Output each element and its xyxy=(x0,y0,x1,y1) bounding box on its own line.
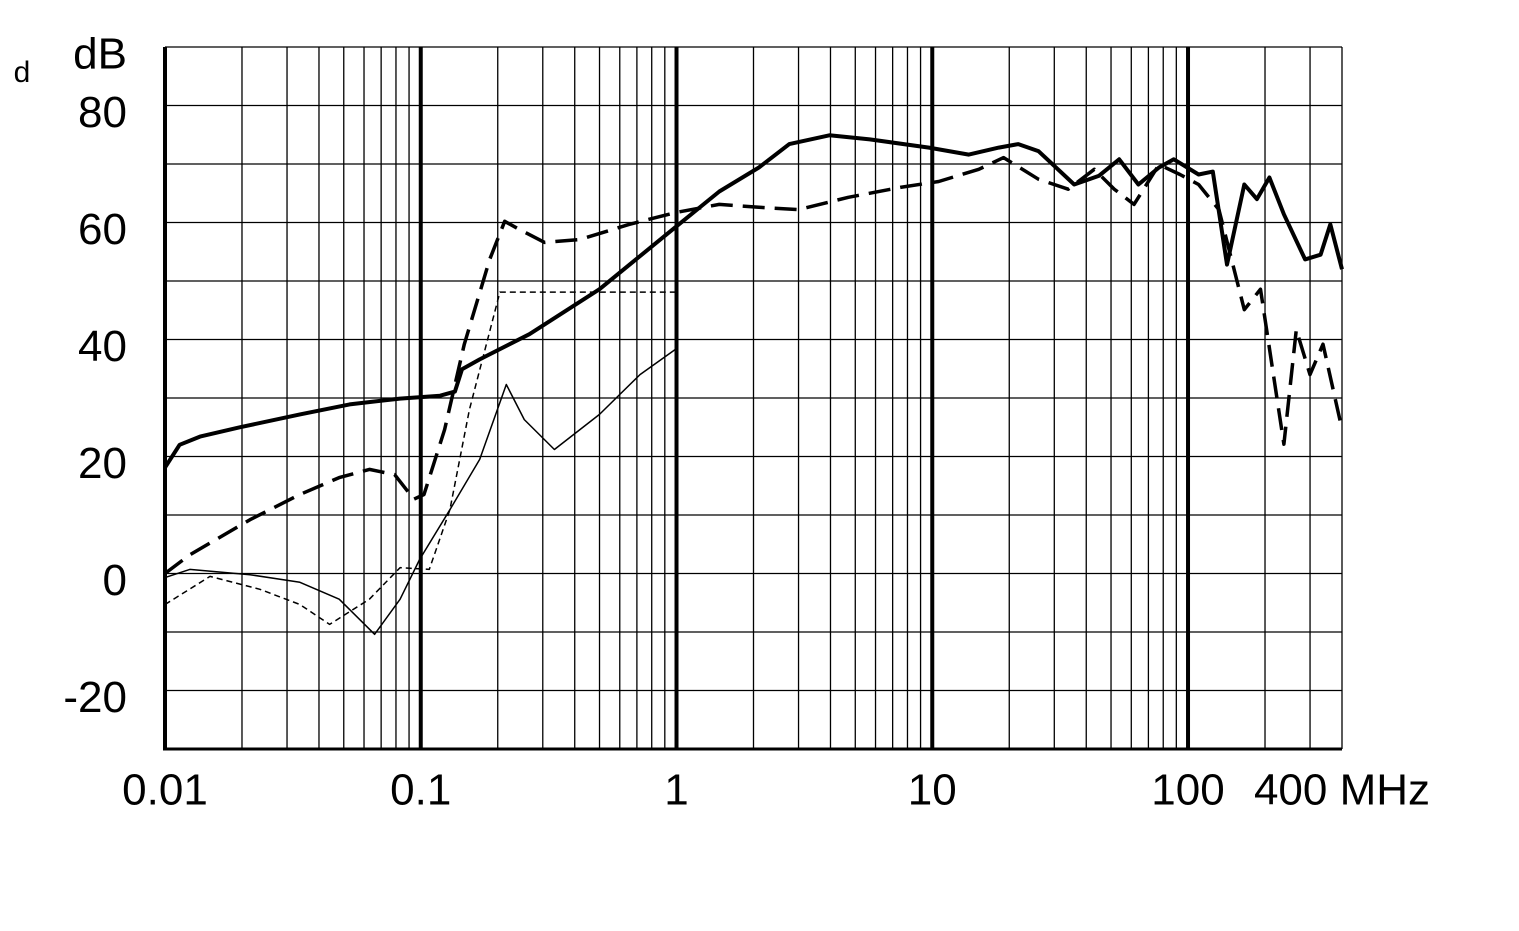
x-tick-label: 10 xyxy=(908,766,957,815)
y-tick-label: 20 xyxy=(78,439,127,488)
x-tick-label: 100 xyxy=(1151,766,1224,815)
data-line xyxy=(163,133,1344,469)
x-tick-label: 400 MHz xyxy=(1254,766,1430,815)
x-tick-label: 0.1 xyxy=(390,766,451,815)
data-line xyxy=(163,155,1343,575)
data-line xyxy=(164,291,676,626)
y-tick-label: dB xyxy=(73,30,127,79)
data-line xyxy=(164,348,676,636)
x-tick-label: 1 xyxy=(664,766,688,815)
y-tick-label: 0 xyxy=(103,556,127,605)
annotation: d xyxy=(14,56,31,89)
y-tick-label: 60 xyxy=(78,205,127,254)
x-tick-label: 0.01 xyxy=(122,766,208,815)
y-tick-label: -20 xyxy=(63,673,127,722)
y-tick-label: 40 xyxy=(78,322,127,371)
y-tick-label: 80 xyxy=(78,88,127,137)
